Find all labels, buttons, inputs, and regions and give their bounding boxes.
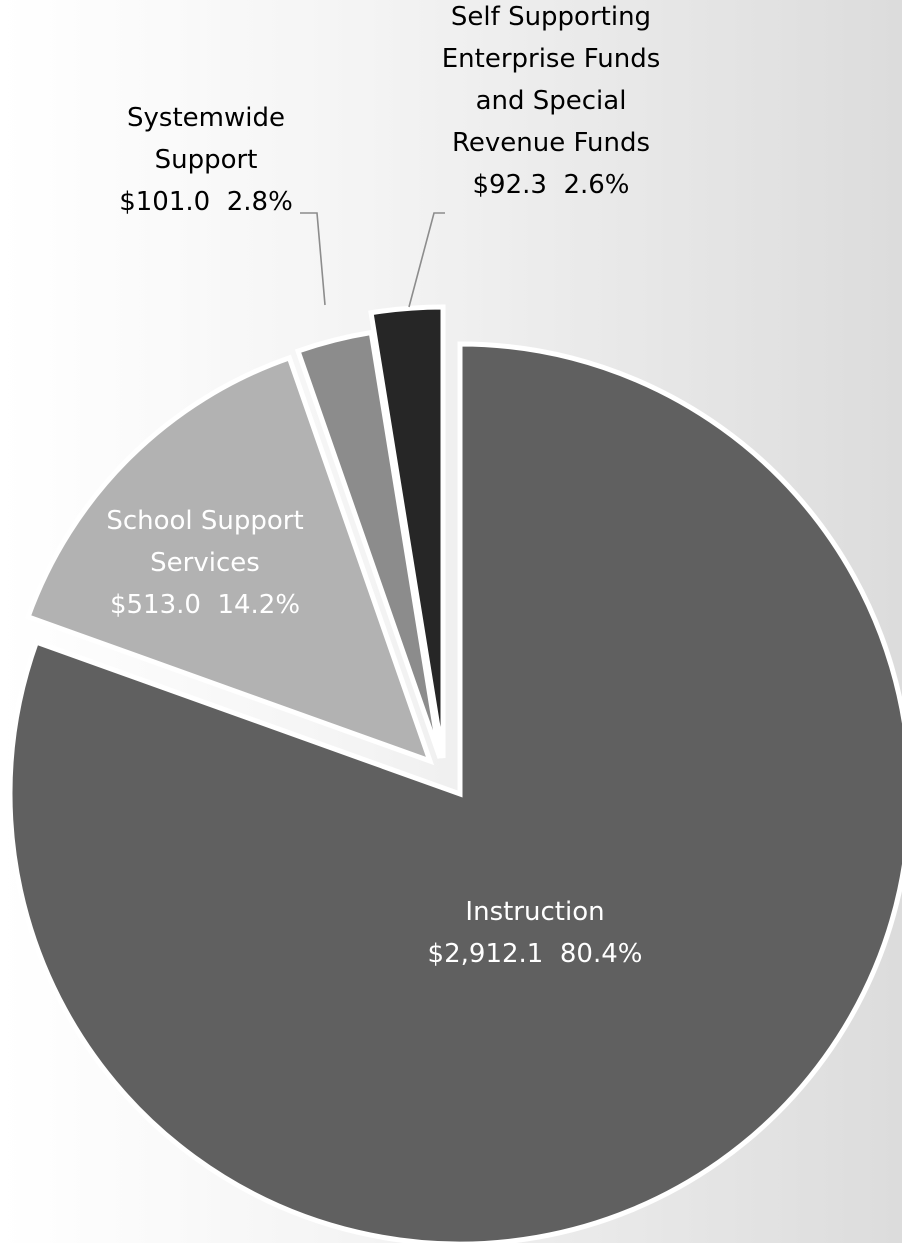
pie-slice-systemwide-support (294, 329, 443, 759)
leader-lines (300, 212, 445, 308)
slice-label-instruction: Instruction $2,912.1 80.4% (428, 897, 643, 969)
slice-label-self-supporting-enterprise-funds-and-special-revenue-funds: Self Supporting Enterprise Funds and Speci… (442, 2, 661, 200)
slice-label-systemwide-support: Systemwide Support $101.0 2.8% (119, 103, 293, 217)
slice-labels: Instruction $2,912.1 80.4% School Support S… (106, 2, 660, 969)
slice-label-school-support-services: School Support Services $513.0 14.2% (106, 506, 303, 620)
pie-slice-school-support-services (24, 354, 435, 766)
leader-line-systemwide-support (300, 212, 326, 306)
pie-slices (7, 304, 902, 1243)
leader-line-self-supporting-enterprise-funds-and-special-revenue-funds (408, 212, 445, 308)
pie-slice-self-supporting-enterprise-funds-and-special-revenue-funds (368, 304, 446, 759)
pie-slice-instruction (7, 341, 902, 1243)
